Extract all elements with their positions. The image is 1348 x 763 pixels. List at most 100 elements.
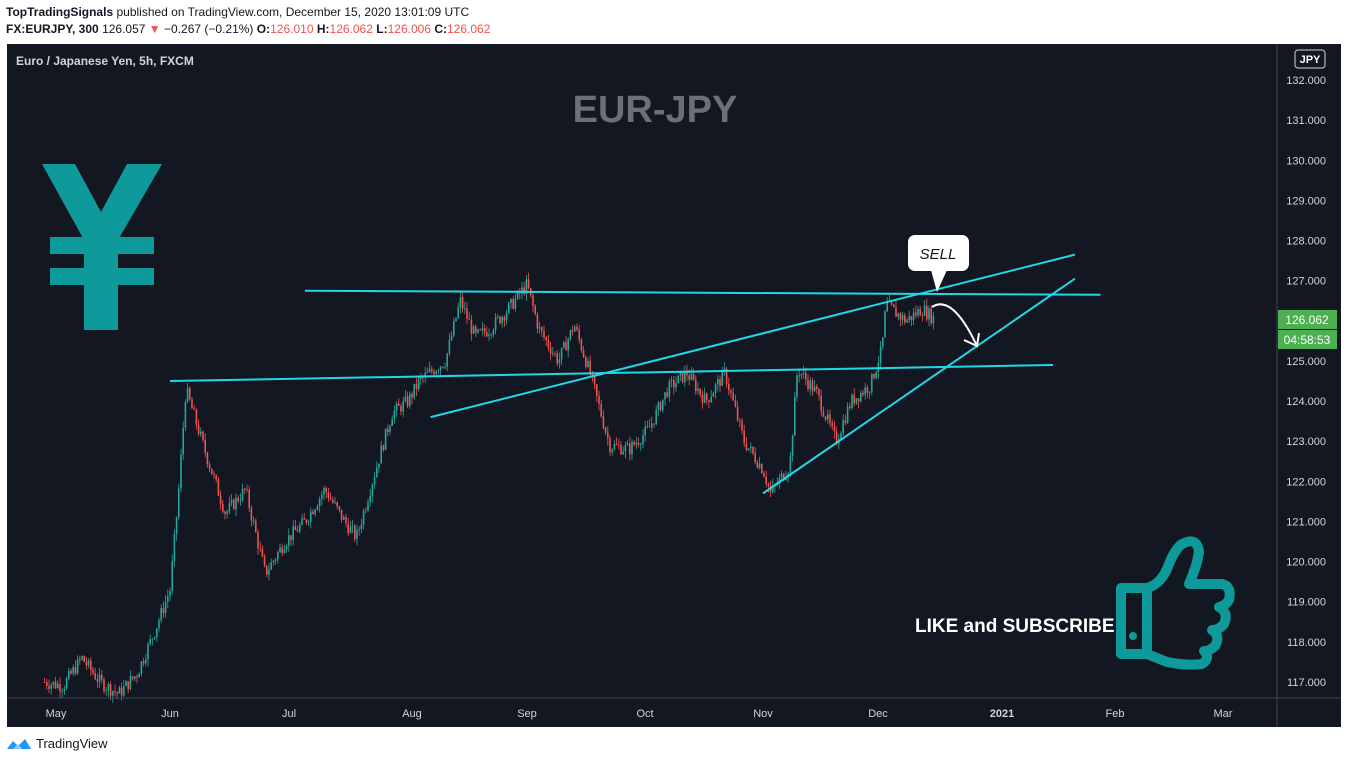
candle-body [85, 661, 88, 666]
candle-body [160, 607, 162, 621]
chart-canvas[interactable]: 132.000 131.000 130.000 129.000 128.000 127.0… [7, 44, 1341, 727]
candle-body [932, 315, 935, 324]
currency-badge[interactable]: JPY [1294, 49, 1326, 69]
thumbs-up-dot [1129, 632, 1137, 640]
candle-body [470, 319, 473, 334]
chart-area[interactable]: 132.000 131.000 130.000 129.000 128.000 127.0… [7, 44, 1341, 727]
candle-body [706, 393, 708, 401]
candle-body [235, 497, 237, 510]
candle-body [186, 387, 189, 402]
candle-body [910, 316, 913, 321]
candle-body [413, 383, 415, 398]
candle-body [475, 326, 477, 333]
candle-body [483, 328, 486, 333]
candle-body [827, 414, 829, 420]
candle-body [178, 488, 180, 518]
candle-body [114, 691, 116, 693]
candle-body [367, 502, 369, 511]
candle-body [138, 673, 140, 678]
candle-body [853, 394, 855, 404]
candle-body [761, 463, 763, 474]
candle-body [118, 687, 121, 694]
candle-body [417, 378, 420, 389]
candle-body [169, 590, 171, 597]
sell-callout[interactable]: SELL [908, 235, 969, 292]
candle-body [734, 400, 737, 407]
time-axis[interactable]: May Jun Jul Aug Sep Oct Nov Dec 2021 Feb Mar [46, 708, 1233, 720]
candle-body [92, 669, 94, 674]
candle-body [917, 309, 919, 316]
candle-body [805, 372, 807, 380]
candle-body [420, 377, 422, 379]
candle-body [90, 660, 92, 670]
candle-body [514, 298, 517, 309]
candle-body [162, 607, 165, 614]
price-tick-label: 130.000 [1286, 155, 1326, 167]
candle-body [580, 339, 583, 351]
footer-brand[interactable]: TradingView [36, 736, 108, 751]
candle-body [697, 388, 699, 392]
candle-body [855, 398, 858, 404]
candle-body [461, 297, 464, 309]
time-tick-label: Feb [1106, 708, 1125, 720]
candle-body [699, 388, 701, 395]
candle-body [400, 405, 402, 412]
candle-body [585, 357, 587, 368]
candle-body [127, 681, 129, 690]
price-tick-label: 132.000 [1286, 75, 1326, 87]
candle-body [640, 444, 642, 445]
candle-body [109, 684, 112, 696]
author-name[interactable]: TopTradingSignals [6, 5, 114, 19]
candle-body [321, 494, 323, 499]
candle-body [171, 561, 173, 591]
candle-body [708, 400, 710, 403]
candle-body [145, 659, 147, 664]
candle-body [349, 526, 352, 534]
candle-body [294, 526, 297, 531]
trendline-upper-horizontal-resistance[interactable] [304, 289, 1101, 296]
candle-body [651, 423, 653, 428]
candle-body [48, 686, 50, 689]
candle-body [140, 661, 143, 674]
candle-body [347, 523, 349, 534]
trendline-rising-channel-bottom[interactable] [762, 277, 1076, 495]
price-tick-label: 122.000 [1286, 476, 1326, 488]
tradingview-logo-icon[interactable] [6, 737, 32, 751]
candle-body [653, 423, 655, 425]
candle-body [743, 430, 745, 444]
candle-body [807, 379, 809, 389]
candle-body [307, 521, 310, 523]
currency-badge-text: JPY [1300, 54, 1321, 66]
candle-body [167, 596, 169, 602]
candle-body [904, 315, 906, 323]
candle-body [721, 370, 723, 386]
candle-body [393, 410, 396, 419]
symbol-watermark: EUR-JPY [573, 89, 738, 131]
candle-body [701, 394, 704, 403]
candle-body [728, 383, 730, 391]
candle-body [510, 298, 512, 304]
candle-body [266, 565, 268, 575]
last-price: 126.057 [102, 22, 146, 36]
candle-body [835, 431, 838, 444]
candle-body [354, 525, 356, 540]
high-label: H: [316, 22, 330, 36]
candle-body [543, 331, 545, 338]
countdown-tag: 04:58:53 [1278, 330, 1337, 349]
candle-body [193, 408, 195, 410]
candle-body [180, 454, 182, 489]
candle-body [250, 507, 253, 521]
candle-body [76, 658, 79, 674]
candle-body [112, 691, 114, 696]
thumbs-up-icon[interactable] [1116, 536, 1235, 670]
trendline-rising-channel-top[interactable] [430, 253, 1076, 419]
candle-body [607, 432, 609, 439]
candle-body [164, 601, 167, 614]
trendlines-layer[interactable] [169, 253, 1101, 495]
candle-body [648, 426, 651, 428]
price-tick-label: 125.000 [1286, 356, 1326, 368]
trendline-lower-horizontal-support[interactable] [169, 363, 1054, 383]
candle-body [151, 638, 154, 640]
candle-body [61, 691, 63, 692]
candle-body [745, 443, 748, 450]
